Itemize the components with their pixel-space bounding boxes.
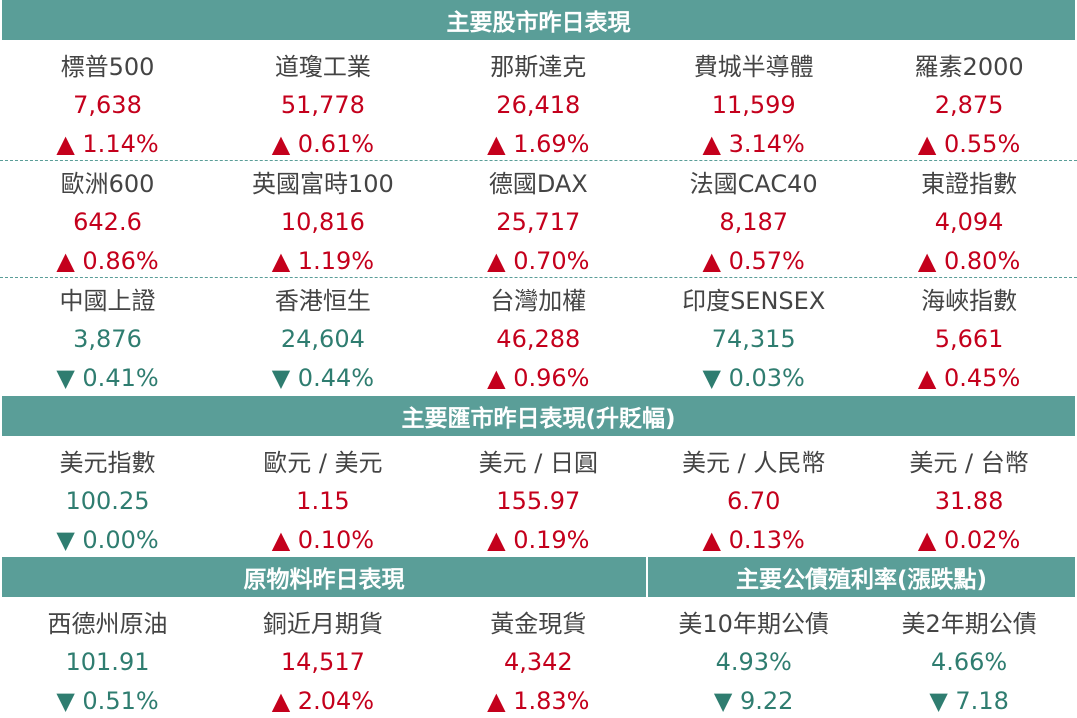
item-name: 台灣加權 [490, 287, 587, 315]
item-change: ▲ 0.70% [487, 247, 590, 275]
item-name: 香港恒生 [274, 287, 371, 315]
item-name: 歐元 / 美元 [263, 449, 383, 477]
item-name: 中國上證 [59, 287, 156, 315]
item-change: ▲ 3.14% [702, 130, 805, 158]
item-name: 德國DAX [488, 170, 588, 198]
item-change: ▼ 7.18 [929, 687, 1009, 715]
divider [0, 160, 1077, 161]
section-header: 原物料昨日表現 [2, 557, 646, 597]
item-name: 法國CAC40 [689, 170, 818, 198]
item-name: 英國富時100 [251, 170, 394, 198]
item-value: 14,517 [280, 648, 365, 676]
item-change: ▼ 0.00% [56, 526, 159, 554]
item-change: ▲ 0.55% [917, 130, 1021, 158]
item-value: 642.6 [73, 208, 142, 236]
item-value: 3,876 [73, 325, 142, 353]
section-header: 主要匯市昨日表現(升貶幅) [2, 396, 1075, 436]
item-change: ▲ 0.80% [917, 247, 1021, 275]
item-value: 46,288 [496, 325, 581, 353]
item-name: 美元 / 日圓 [478, 449, 598, 477]
item-name: 美2年期公債 [901, 610, 1037, 638]
item-name: 銅近月期貨 [262, 610, 383, 638]
item-value: 11,599 [711, 91, 796, 119]
item-change: ▲ 0.96% [487, 364, 590, 392]
item-change: ▲ 0.02% [917, 526, 1021, 554]
item-value: 2,875 [934, 91, 1004, 119]
item-change: ▼ 0.44% [271, 364, 375, 392]
item-value: 5,661 [934, 325, 1004, 353]
item-change: ▲ 0.19% [487, 526, 590, 554]
item-name: 美10年期公債 [678, 610, 829, 638]
item-name: 印度SENSEX [682, 287, 826, 315]
item-change: ▲ 0.13% [702, 526, 805, 554]
item-value: 26,418 [496, 91, 581, 119]
item-change: ▲ 0.57% [702, 247, 805, 275]
item-name: 費城半導體 [693, 53, 814, 81]
item-name: 標普500 [60, 53, 155, 81]
item-value: 155.97 [496, 487, 581, 515]
section-header: 主要股市昨日表現 [2, 0, 1075, 40]
item-value: 4,342 [503, 648, 573, 676]
item-change: ▲ 1.69% [487, 130, 590, 158]
item-name: 美元指數 [59, 449, 156, 477]
item-change: ▲ 1.19% [271, 247, 375, 275]
item-change: ▲ 1.83% [487, 687, 590, 715]
item-value: 24,604 [280, 325, 365, 353]
item-name: 西德州原油 [47, 610, 168, 638]
item-name: 道瓊工業 [274, 53, 371, 81]
item-value: 4,094 [934, 208, 1004, 236]
item-value: 51,778 [280, 91, 365, 119]
item-name: 海峽指數 [921, 287, 1018, 315]
item-value: 25,717 [496, 208, 581, 236]
item-value: 74,315 [711, 325, 796, 353]
item-value: 4.93% [715, 648, 792, 676]
item-name: 羅素2000 [914, 53, 1024, 81]
item-name: 歐洲600 [60, 170, 155, 198]
item-change: ▼ 0.51% [56, 687, 159, 715]
item-change: ▲ 0.45% [917, 364, 1021, 392]
item-change: ▼ 9.22 [713, 687, 794, 715]
item-change: ▲ 1.14% [56, 130, 159, 158]
item-change: ▼ 0.03% [702, 364, 805, 392]
section-header: 主要公債殖利率(漲跌點) [648, 557, 1075, 597]
item-change: ▲ 2.04% [271, 687, 375, 715]
item-name: 美元 / 台幣 [909, 449, 1029, 477]
item-name: 黃金現貨 [490, 610, 587, 638]
item-change: ▲ 0.10% [271, 526, 375, 554]
item-value: 31.88 [934, 487, 1004, 515]
divider [0, 277, 1077, 278]
item-change: ▼ 0.41% [56, 364, 159, 392]
item-value: 7,638 [73, 91, 142, 119]
item-value: 8,187 [719, 208, 789, 236]
item-value: 6.70 [726, 487, 781, 515]
item-value: 1.15 [296, 487, 350, 515]
item-value: 100.25 [65, 487, 150, 515]
item-name: 美元 / 人民幣 [682, 449, 826, 477]
item-value: 101.91 [65, 648, 150, 676]
item-value: 10,816 [280, 208, 365, 236]
item-name: 那斯達克 [490, 53, 587, 81]
item-change: ▲ 0.61% [271, 130, 375, 158]
item-name: 東證指數 [921, 170, 1018, 198]
item-value: 4.66% [930, 648, 1008, 676]
item-change: ▲ 0.86% [56, 247, 159, 275]
